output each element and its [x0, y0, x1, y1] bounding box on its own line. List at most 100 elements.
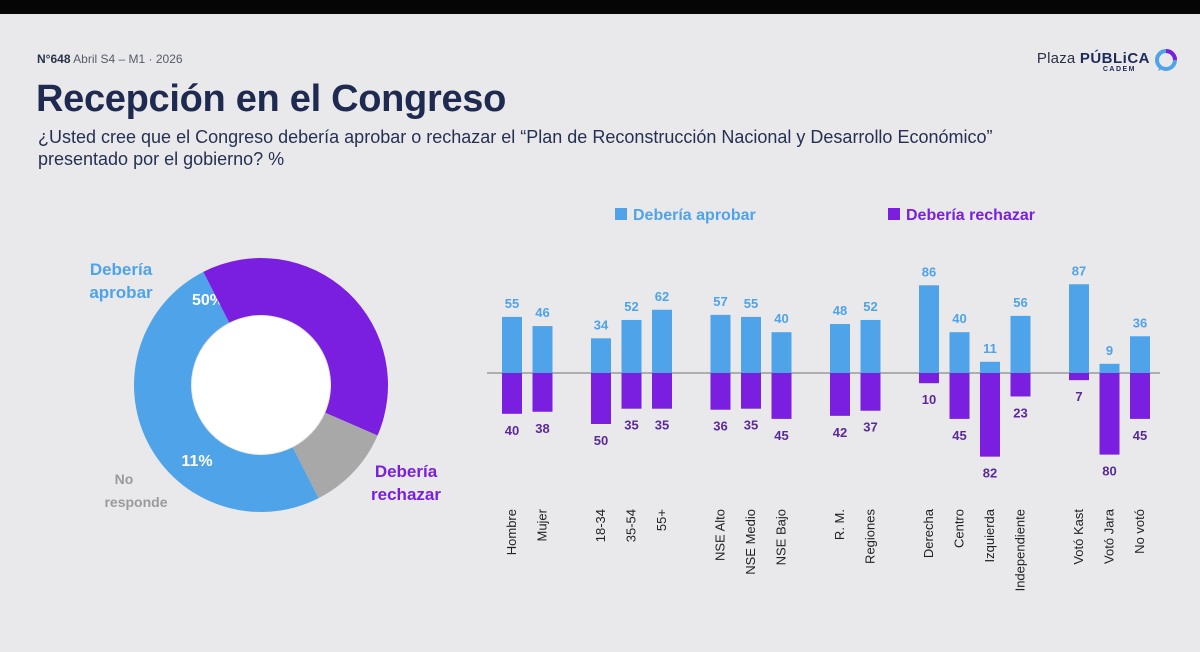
category-label-35-54: 35-54	[624, 509, 639, 542]
label-rechazar-35-54: 35	[624, 418, 638, 433]
bar-rechazar-hombre	[502, 373, 522, 414]
label-aprobar-18-34: 34	[594, 317, 609, 332]
page-title: Recepción en el Congreso	[36, 78, 507, 120]
bar-aprobar-centro	[949, 332, 970, 373]
donut-value-no-responde: 11%	[181, 453, 212, 470]
label-rechazar-55-: 35	[655, 418, 669, 433]
label-rechazar-nse-medio: 35	[744, 418, 758, 433]
label-rechazar-hombre: 40	[505, 423, 519, 438]
bar-rechazar-no-vot-	[1130, 373, 1150, 419]
brand-mark-icon	[1155, 49, 1177, 71]
label-aprobar-independiente: 56	[1013, 295, 1027, 310]
label-rechazar-nse-bajo: 45	[774, 428, 788, 443]
category-label-hombre: Hombre	[504, 509, 519, 555]
label-rechazar-vot-kast: 7	[1075, 389, 1082, 404]
label-rechazar-derecha: 10	[922, 392, 936, 407]
bar-rechazar-regiones	[860, 373, 881, 411]
donut-slice-rechazar	[203, 258, 388, 436]
bar-rechazar-nse-alto	[710, 373, 731, 410]
bar-aprobar-derecha	[919, 285, 939, 373]
donut-label-aprobar-line2: aprobar	[89, 283, 153, 302]
bar-rechazar-centro	[949, 373, 970, 419]
bar-rechazar-izquierda	[980, 373, 1000, 457]
bar-rechazar-nse-bajo	[771, 373, 792, 419]
bar-rechazar-independiente	[1010, 373, 1031, 397]
category-label-r-m-: R. M.	[832, 509, 847, 540]
bar-aprobar-hombre	[502, 316, 522, 373]
bar-rechazar-55-	[652, 373, 672, 409]
top-bar	[0, 0, 1200, 14]
bar-rechazar-mujer	[532, 373, 553, 412]
bar-aprobar-r-m-	[830, 324, 850, 373]
label-aprobar-regiones: 52	[863, 299, 877, 314]
bar-aprobar-nse-bajo	[771, 332, 792, 373]
legend-label-rechazar: Debería rechazar	[906, 207, 1035, 224]
bar-rechazar-derecha	[919, 373, 939, 384]
bar-rechazar-r-m-	[830, 373, 850, 416]
category-label-regiones: Regiones	[863, 509, 878, 564]
category-label-nse-alto: NSE Alto	[713, 509, 728, 561]
label-aprobar-35-54: 52	[624, 299, 638, 314]
bar-aprobar-35-54	[621, 319, 642, 373]
bar-rechazar-35-54	[621, 373, 642, 409]
category-label-no-vot-: No votó	[1132, 509, 1147, 554]
label-aprobar-r-m-: 48	[833, 303, 847, 318]
donut-label-rechazar-line1: Debería	[375, 462, 438, 481]
bar-aprobar-regiones	[860, 319, 881, 373]
label-rechazar-no-vot-: 45	[1133, 428, 1147, 443]
label-aprobar-vot-kast: 87	[1072, 263, 1086, 278]
label-aprobar-centro: 40	[952, 311, 966, 326]
legend-swatch-aprobar	[615, 208, 627, 220]
bar-aprobar-nse-alto	[710, 314, 731, 373]
bar-rechazar-18-34	[591, 373, 611, 424]
category-label-55-: 55+	[654, 509, 669, 531]
label-rechazar-centro: 45	[952, 428, 966, 443]
label-aprobar-nse-medio: 55	[744, 296, 758, 311]
bar-aprobar-no-vot-	[1130, 336, 1150, 373]
label-aprobar-no-vot-: 36	[1133, 315, 1147, 330]
label-aprobar-55-: 62	[655, 289, 669, 304]
label-rechazar-vot-jara: 80	[1102, 464, 1116, 479]
donut-label-no-responde-line2: responde	[104, 494, 167, 510]
issue-number: N°648	[37, 52, 71, 66]
label-aprobar-izquierda: 11	[983, 341, 997, 356]
bar-aprobar-18-34	[591, 338, 611, 373]
label-rechazar-nse-alto: 36	[713, 419, 727, 434]
label-rechazar-izquierda: 82	[983, 466, 997, 481]
category-label-derecha: Derecha	[921, 508, 936, 558]
label-aprobar-hombre: 55	[505, 296, 519, 311]
bar-aprobar-vot-kast	[1069, 284, 1089, 373]
category-label-centro: Centro	[952, 509, 967, 548]
label-aprobar-vot-jara: 9	[1106, 343, 1113, 358]
donut-label-aprobar-line1: Debería	[90, 260, 153, 279]
brand-name-light: Plaza	[1036, 50, 1076, 67]
category-label-nse-medio: NSE Medio	[743, 509, 758, 575]
label-aprobar-nse-alto: 57	[713, 294, 727, 309]
bar-rechazar-nse-medio	[741, 373, 761, 409]
label-rechazar-mujer: 38	[535, 421, 549, 436]
label-rechazar-18-34: 50	[594, 433, 608, 448]
brand-subname: CADEM	[1102, 66, 1136, 73]
bar-aprobar-55-	[652, 309, 672, 373]
bar-rechazar-vot-kast	[1069, 373, 1089, 381]
report-meta: N°648 Abril S4 – M1 · 2026	[37, 52, 183, 66]
survey-question: ¿Usted cree que el Congreso debería apro…	[38, 127, 993, 169]
category-label-vot-kast: Votó Kast	[1071, 509, 1086, 565]
label-rechazar-r-m-: 42	[833, 425, 847, 440]
bar-rechazar-vot-jara	[1099, 373, 1120, 455]
category-label-izquierda: Izquierda	[982, 508, 997, 562]
brand-logo: Plaza PÚBLiCA CADEM	[1036, 49, 1177, 73]
report-period: Abril S4 – M1 · 2026	[73, 52, 183, 66]
category-label-nse-bajo: NSE Bajo	[774, 509, 789, 565]
category-label-independiente: Independiente	[1013, 509, 1028, 591]
label-rechazar-independiente: 23	[1013, 405, 1027, 420]
bar-aprobar-vot-jara	[1099, 363, 1120, 373]
bar-aprobar-izquierda	[980, 361, 1000, 373]
donut-label-rechazar-line2: rechazar	[371, 485, 441, 504]
brand-name-bold: PÚBLiCA	[1079, 50, 1150, 67]
donut-slice-no-responde	[292, 412, 378, 499]
label-aprobar-mujer: 46	[535, 305, 549, 320]
bar-aprobar-nse-medio	[741, 316, 761, 373]
legend-label-aprobar: Debería aprobar	[633, 207, 756, 224]
